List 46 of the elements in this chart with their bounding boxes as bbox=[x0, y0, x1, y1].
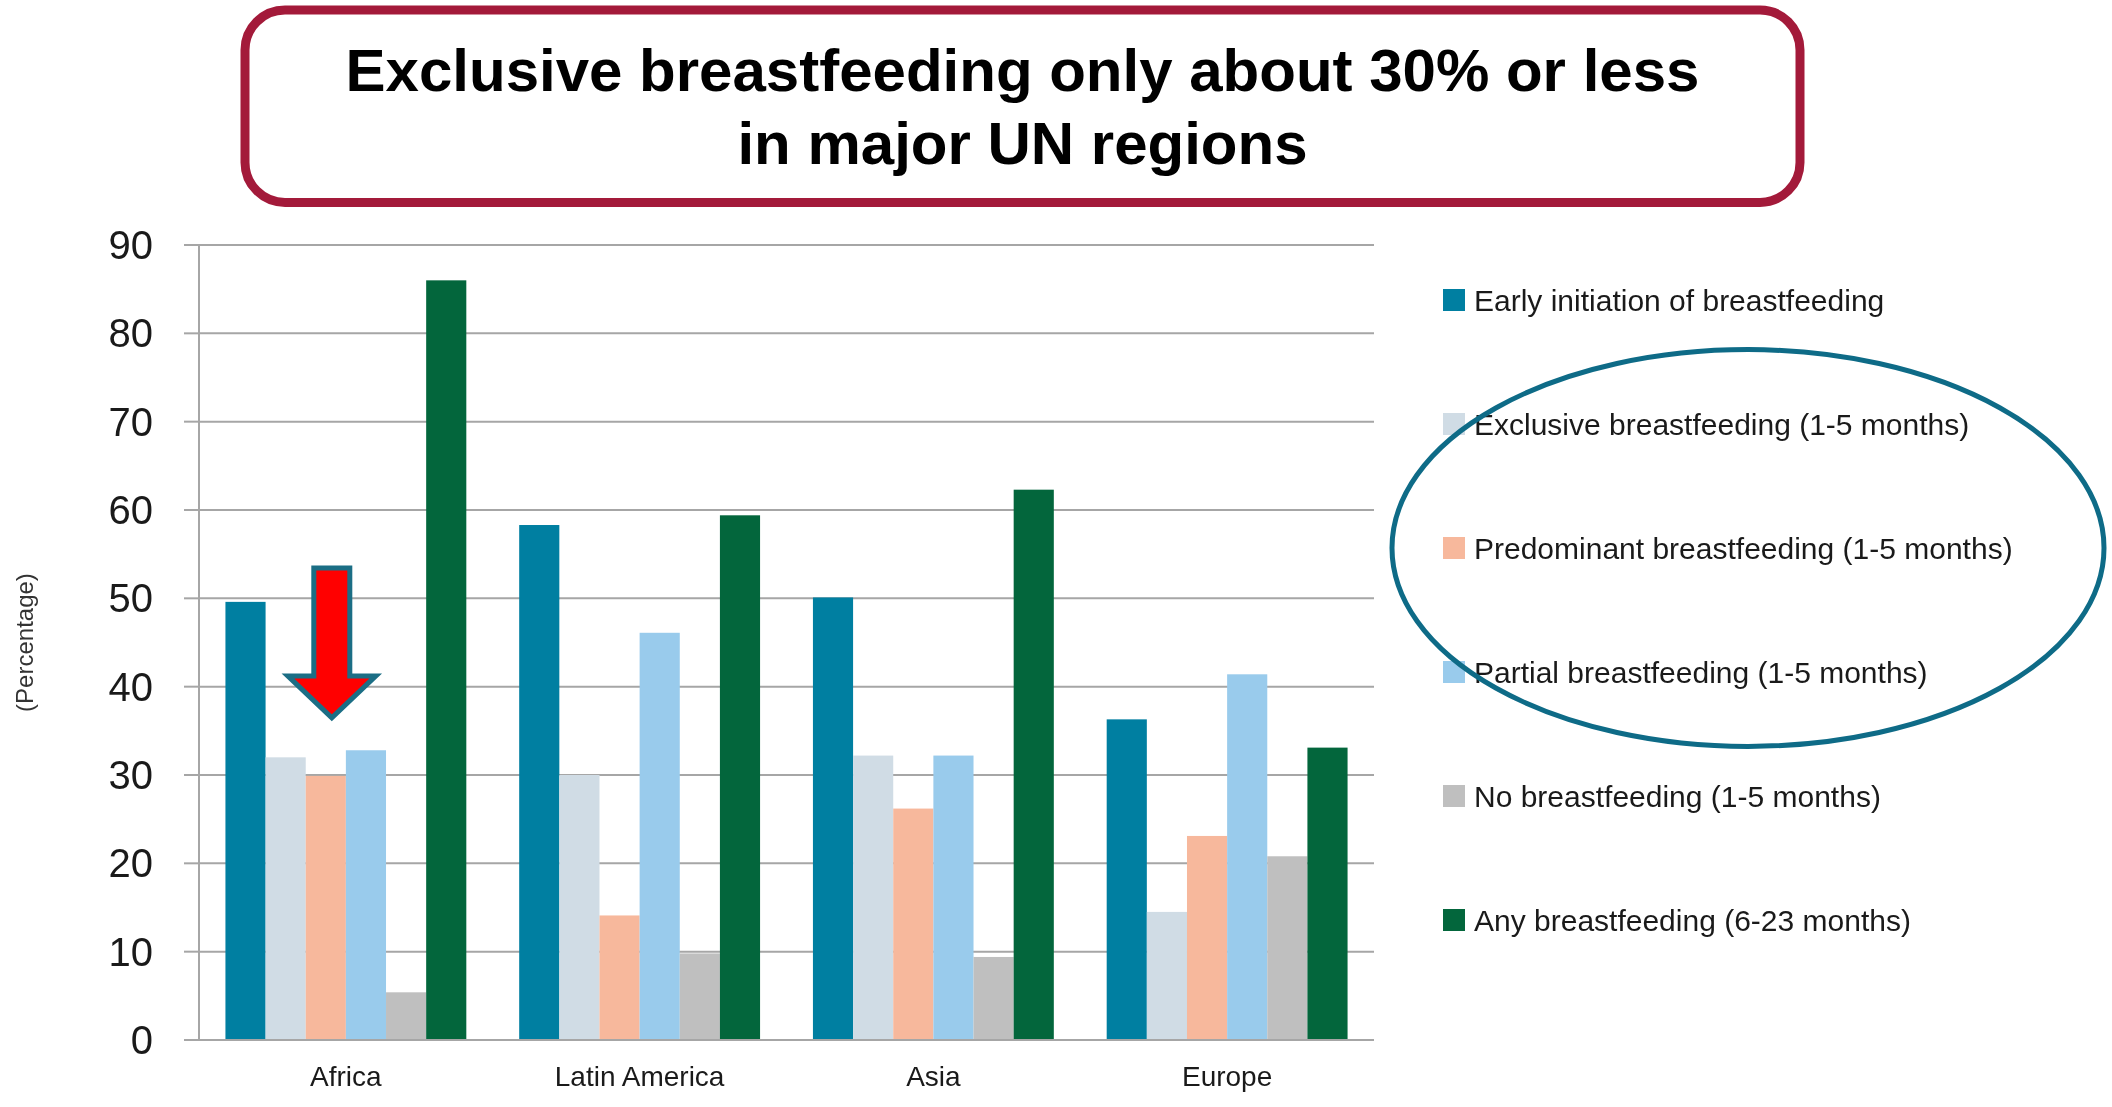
y-tick-label: 0 bbox=[130, 1018, 153, 1062]
bar bbox=[1227, 674, 1268, 1040]
bar bbox=[1013, 489, 1054, 1040]
bar bbox=[853, 755, 894, 1040]
bar bbox=[265, 757, 306, 1040]
bar bbox=[345, 750, 387, 1040]
legend-label: Predominant breastfeeding (1-5 months) bbox=[1474, 531, 2013, 565]
x-tick-label: Africa bbox=[310, 1061, 383, 1092]
legend-label: Exclusive breastfeeding (1-5 months) bbox=[1474, 407, 1970, 441]
x-tick-label: Europe bbox=[1181, 1061, 1273, 1092]
bar bbox=[893, 808, 934, 1040]
bar bbox=[1146, 911, 1187, 1040]
x-tick-label: Asia bbox=[906, 1061, 962, 1092]
y-tick-label: 40 bbox=[108, 664, 153, 709]
bar bbox=[679, 953, 720, 1040]
bar bbox=[812, 597, 854, 1040]
bar bbox=[933, 755, 974, 1040]
bar bbox=[973, 956, 1014, 1040]
chart-title: Exclusive breastfeeding only about 30% or less in major UN regions bbox=[345, 36, 1700, 177]
y-tick-label: 90 bbox=[108, 223, 153, 267]
bar bbox=[519, 525, 560, 1040]
legend-label: Any breastfeeding (6-23 months) bbox=[1474, 903, 1911, 937]
bar bbox=[639, 632, 680, 1040]
y-tick-label: 70 bbox=[108, 399, 153, 444]
x-tick-label: Latin America bbox=[554, 1061, 725, 1092]
y-tick-label: 10 bbox=[108, 929, 153, 974]
y-tick-label: 60 bbox=[108, 488, 153, 532]
bar bbox=[426, 280, 467, 1040]
bar bbox=[719, 515, 761, 1040]
legend-label: Partial breastfeeding (1-5 months) bbox=[1474, 655, 1928, 689]
y-tick-label: 80 bbox=[108, 311, 153, 356]
bar bbox=[1106, 719, 1147, 1040]
legend-label: Early initiation of breastfeeding bbox=[1474, 283, 1885, 317]
bar bbox=[599, 915, 640, 1040]
bar bbox=[559, 775, 600, 1040]
y-axis-title: (Percentage) bbox=[10, 573, 38, 712]
bar bbox=[1267, 856, 1308, 1040]
bar bbox=[1186, 835, 1228, 1040]
bar bbox=[225, 601, 266, 1040]
y-tick-label: 30 bbox=[108, 753, 153, 797]
y-tick-label: 20 bbox=[108, 841, 153, 886]
y-tick-label: 50 bbox=[108, 576, 153, 621]
legend-label: No breastfeeding (1-5 months) bbox=[1474, 779, 1881, 813]
bar bbox=[1307, 747, 1348, 1040]
bar bbox=[305, 775, 346, 1040]
bar bbox=[386, 992, 427, 1040]
